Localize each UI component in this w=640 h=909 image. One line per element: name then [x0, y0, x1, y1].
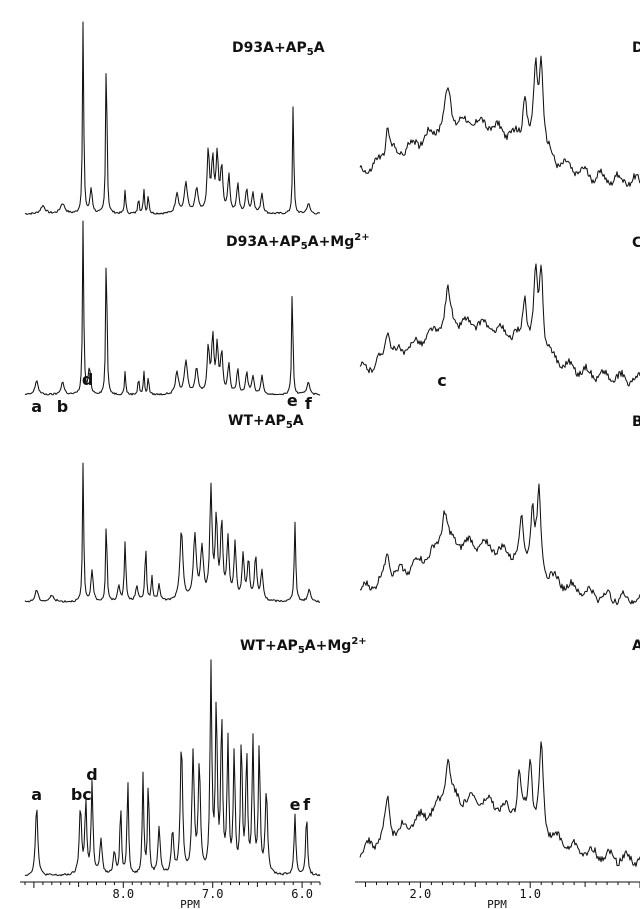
label-text: D93A+AP — [226, 234, 301, 250]
spectrum-label-2: D93A+AP5A+Mg2+ — [226, 232, 370, 252]
peak-label-b: b — [57, 397, 68, 416]
peak-label-c: c — [437, 371, 446, 390]
spectrum-trace-4 — [24, 659, 321, 877]
spectrum-label-4: WT+AP5A+Mg2+ — [240, 636, 367, 656]
spectrum-trace-1 — [24, 21, 321, 215]
peak-label-d: d — [86, 765, 97, 784]
x-tick-label: 8.0 — [112, 887, 134, 901]
x-tick-label: 2.0 — [410, 887, 432, 901]
aliphatic-panel: D C B A 2.0 1.0 PPM — [355, 40, 640, 909]
label-text-tail: A+Mg — [305, 638, 352, 654]
x-tick-label: 6.0 — [291, 887, 313, 901]
label-subscript: 5 — [286, 420, 293, 431]
spectrum-label-B: B — [632, 414, 640, 430]
label-subscript: 5 — [301, 241, 308, 252]
label-superscript: 2+ — [351, 636, 366, 647]
label-text-tail: A — [314, 40, 325, 56]
spectrum-trace-3 — [24, 462, 320, 603]
label-text-tail: A — [293, 413, 304, 429]
peak-label-d: d — [82, 370, 93, 389]
spectrum-label-D: D — [632, 40, 640, 56]
spectrum-trace-3 — [359, 483, 640, 606]
peak-label-e: e — [287, 391, 298, 410]
label-text-tail: A+Mg — [308, 234, 355, 250]
x-axis-title: PPM — [180, 898, 200, 909]
label-text: WT+AP — [240, 638, 298, 654]
spectrum-label-A: A — [632, 638, 640, 654]
spectrum-trace-4 — [359, 741, 640, 867]
spectrum-label-C: C — [632, 235, 640, 251]
peak-label-a: a — [31, 397, 42, 416]
spectrum-trace-2 — [24, 220, 321, 396]
peak-label-a: a — [31, 785, 42, 804]
spectrum-trace-2 — [359, 263, 640, 387]
x-axis-title: PPM — [487, 898, 507, 909]
peak-label-f: f — [305, 394, 313, 413]
x-tick-label: 7.0 — [202, 887, 224, 901]
spectrum-label-1: D93A+AP5A — [232, 40, 325, 58]
label-subscript: 5 — [307, 47, 314, 58]
label-text: WT+AP — [228, 413, 286, 429]
peak-label-e: e — [290, 795, 301, 814]
peak-label-f: f — [303, 795, 311, 814]
spectrum-label-3: WT+AP5A — [228, 413, 304, 431]
label-subscript: 5 — [298, 645, 305, 656]
peak-label-bc: bc — [71, 785, 92, 804]
label-text: D93A+AP — [232, 40, 307, 56]
x-tick-label: 1.0 — [519, 887, 541, 901]
spectrum-trace-1 — [359, 55, 640, 187]
label-superscript: 2+ — [354, 232, 369, 243]
